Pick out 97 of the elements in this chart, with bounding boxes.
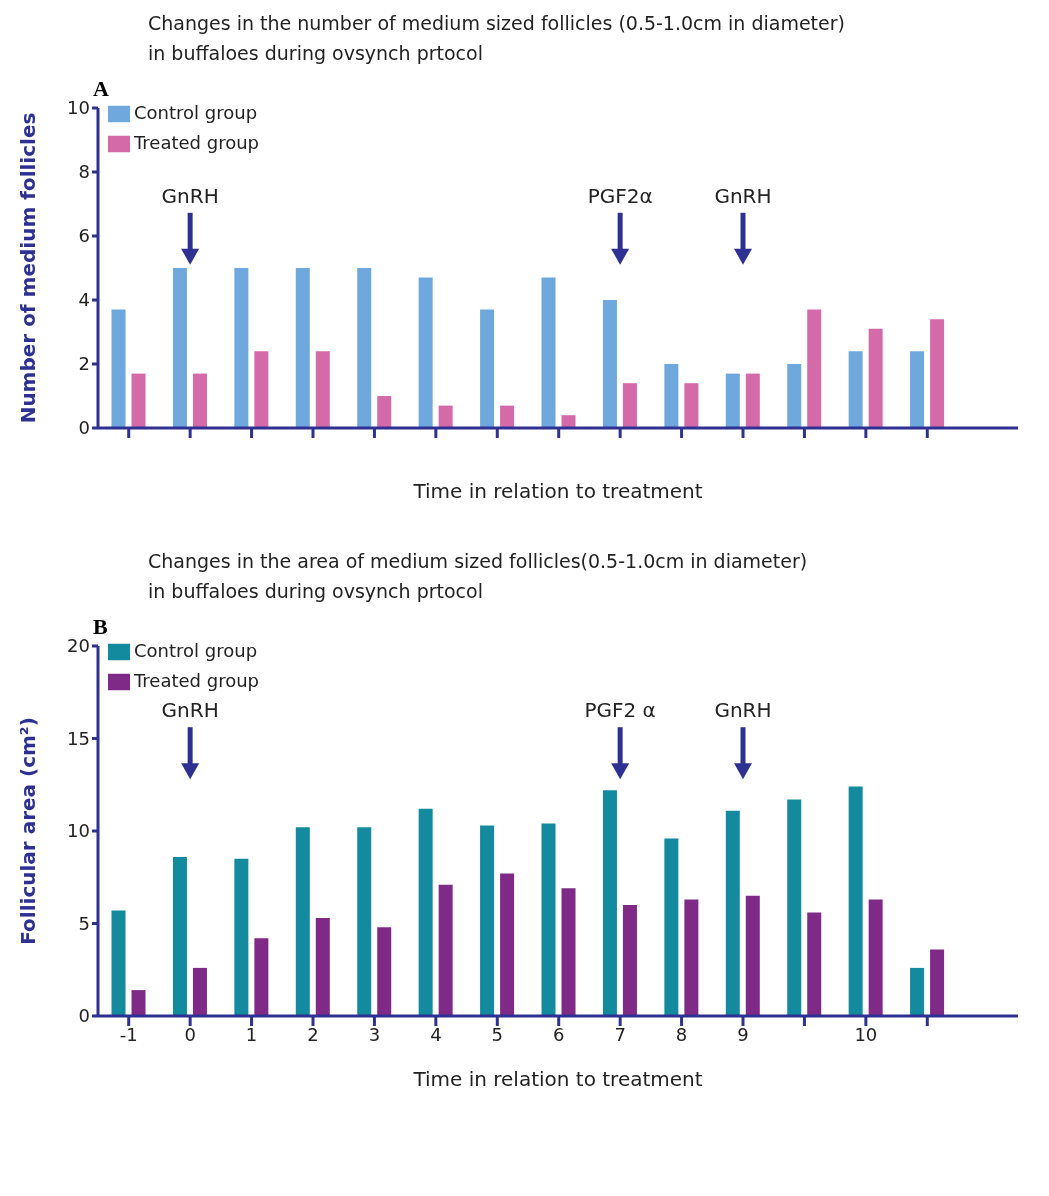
y-tick-label: 10 bbox=[67, 97, 90, 119]
bar bbox=[807, 309, 822, 428]
y-tick-label: 5 bbox=[78, 912, 90, 934]
bar bbox=[234, 858, 249, 1016]
bar bbox=[725, 373, 740, 428]
bar bbox=[745, 895, 760, 1016]
bar bbox=[684, 899, 699, 1016]
bar bbox=[664, 838, 679, 1016]
x-tick-label: 8 bbox=[675, 1023, 688, 1045]
bar bbox=[500, 873, 515, 1016]
bar bbox=[438, 405, 453, 428]
bar bbox=[807, 912, 822, 1016]
bar bbox=[131, 373, 146, 428]
bar bbox=[930, 319, 945, 428]
legend-label: Control group bbox=[134, 102, 258, 123]
legend-label: Control group bbox=[134, 640, 258, 661]
annotation: GnRH bbox=[714, 183, 772, 208]
bar bbox=[541, 277, 556, 428]
bar bbox=[377, 396, 392, 428]
bar bbox=[848, 351, 863, 428]
annotation: GnRH bbox=[714, 698, 772, 723]
bar bbox=[745, 373, 760, 428]
bar bbox=[622, 905, 637, 1016]
legend-label: Treated group bbox=[134, 132, 260, 153]
x-axis-title: Time in relation to treatment bbox=[412, 1067, 703, 1091]
y-tick-label: 6 bbox=[78, 225, 90, 247]
bar bbox=[254, 351, 269, 428]
bar bbox=[192, 967, 207, 1016]
x-tick-label: 9 bbox=[737, 1023, 749, 1045]
bar bbox=[868, 899, 883, 1016]
annotation: GnRH bbox=[161, 698, 219, 723]
y-tick-label: 20 bbox=[67, 635, 90, 657]
bar bbox=[561, 888, 576, 1016]
bar bbox=[111, 309, 126, 428]
bar bbox=[357, 268, 372, 428]
y-tick-label: 15 bbox=[67, 727, 90, 749]
bar bbox=[418, 277, 433, 428]
bar bbox=[254, 938, 269, 1016]
chart-title: Changes in the area of medium sized follicles(0.5-1.0cm in diameter) in buffaloes during ovsynch prtocol bbox=[147, 549, 809, 604]
x-tick-label: 2 bbox=[307, 1023, 319, 1045]
bar bbox=[418, 808, 433, 1016]
annotation: GnRH bbox=[161, 183, 219, 208]
annotation: PGF2α bbox=[587, 183, 653, 208]
bar bbox=[500, 405, 515, 428]
bar bbox=[480, 825, 495, 1016]
x-tick-label: -1 bbox=[119, 1023, 138, 1045]
y-tick-label: 2 bbox=[78, 353, 90, 375]
x-tick-label: 5 bbox=[491, 1023, 504, 1045]
bar bbox=[910, 967, 925, 1016]
bar bbox=[868, 328, 883, 428]
x-tick-label: 7 bbox=[614, 1023, 626, 1045]
bar bbox=[295, 827, 310, 1016]
bar bbox=[357, 827, 372, 1016]
bar bbox=[541, 823, 556, 1016]
text: A bbox=[93, 76, 109, 102]
bar bbox=[438, 884, 453, 1016]
bar bbox=[725, 810, 740, 1016]
bar bbox=[131, 990, 146, 1016]
text: B bbox=[93, 614, 108, 640]
x-tick-label: 10 bbox=[854, 1023, 878, 1045]
y-tick-label: 0 bbox=[78, 1005, 90, 1027]
x-axis-title: Time in relation to treatment bbox=[412, 479, 703, 503]
bar bbox=[295, 268, 310, 428]
x-tick-label: 3 bbox=[368, 1023, 381, 1045]
y-tick-label: 10 bbox=[67, 820, 90, 842]
legend-label: Treated group bbox=[134, 670, 260, 691]
y-tick-label: 0 bbox=[78, 417, 90, 439]
bar bbox=[111, 910, 126, 1016]
bar bbox=[910, 351, 925, 428]
bar bbox=[602, 790, 617, 1016]
bar bbox=[561, 415, 576, 428]
bar bbox=[930, 949, 945, 1016]
bar bbox=[684, 383, 699, 428]
bar bbox=[192, 373, 207, 428]
y-tick-label: 8 bbox=[78, 161, 90, 183]
y-tick-label: 4 bbox=[78, 289, 90, 311]
x-tick-label: 0 bbox=[184, 1023, 196, 1045]
x-tick-label: 4 bbox=[430, 1023, 442, 1045]
y-axis-title: Follicular area (cm²) bbox=[16, 717, 41, 945]
x-tick-label: 1 bbox=[245, 1023, 258, 1045]
bar bbox=[480, 309, 495, 428]
annotation: PGF2 α bbox=[584, 698, 656, 723]
bar bbox=[664, 364, 679, 428]
bar bbox=[315, 917, 330, 1016]
bar bbox=[315, 351, 330, 428]
x-tick-label: 6 bbox=[552, 1023, 565, 1045]
bar bbox=[622, 383, 637, 428]
bar bbox=[172, 268, 187, 428]
bar bbox=[172, 856, 187, 1016]
bar bbox=[787, 799, 802, 1016]
bar bbox=[377, 927, 392, 1016]
bar bbox=[602, 300, 617, 428]
chart-title: Changes in the number of medium sized follicles (0.5-1.0cm in diameter) in buffaloes during ovsynch prtocol bbox=[147, 11, 846, 66]
bar bbox=[848, 786, 863, 1016]
y-axis-title: Number of medium follicles bbox=[16, 112, 41, 424]
bar bbox=[787, 364, 802, 428]
bar bbox=[234, 268, 249, 428]
